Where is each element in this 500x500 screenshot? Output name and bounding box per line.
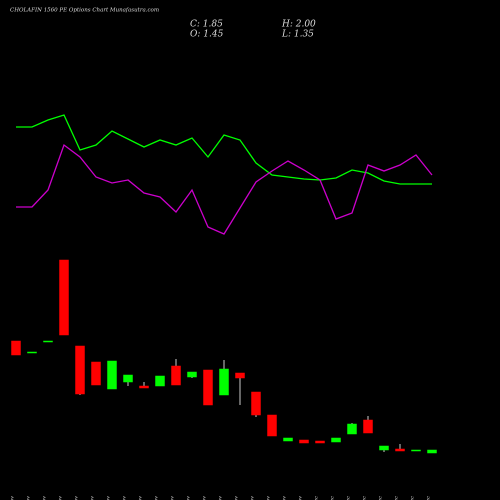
x-tick-label: 26 Nov [266,496,272,500]
candle-body [395,448,405,452]
candle-body [299,439,309,444]
candle-body [155,375,165,387]
x-tick-label: 11 Dec [426,496,432,500]
open-label: O: 1.45 [190,30,224,40]
candle-body [11,340,21,356]
high-label: H: 2.00 [281,20,316,30]
candle-body [75,345,85,395]
x-tick-label: 10 Dec [410,496,416,500]
candle-body [315,440,325,444]
x-tick-label: 18 Nov [170,496,176,500]
candle-body [139,385,149,389]
candle-body [363,419,373,434]
indicator-line [16,114,432,185]
x-tick-label: 08 Dec [378,496,384,500]
x-tick-label: 17 Nov [154,496,160,500]
x-tick-label: 03 Dec [346,496,352,500]
candle-body [123,374,133,383]
x-tick-label: 19 Nov [186,496,192,500]
x-tick-label: 04 Dec [362,496,368,500]
x-tick-label: 07 Nov [58,496,64,500]
x-tick-label: 02 Dec [330,496,336,500]
candle-body [107,360,117,390]
candle-body [251,391,261,416]
x-tick-label: 11 Nov [90,496,96,500]
candle-body [331,437,341,443]
candle-body [171,365,181,386]
x-tick-label: 12 Nov [106,496,112,500]
candle-body [411,449,421,452]
x-tick-label: 03 Nov [10,496,16,500]
candle-body [91,361,101,386]
low-label: L: 1.35 [281,30,314,40]
x-tick-label: 06 Nov [42,496,48,500]
x-tick-label: 04 Nov [26,496,32,500]
candle-body [27,351,37,354]
x-tick-label: 09 Dec [394,496,400,500]
candle-body [43,340,53,343]
x-tick-label: 21 Nov [218,496,224,500]
candle-body [187,371,197,378]
chart-title: CHOLAFIN 1560 PE Options Chart Munafasut… [10,8,159,14]
candle-body [219,368,229,396]
indicator-line [16,143,433,235]
close-label: C: 1.85 [190,20,223,30]
candle-body [267,414,277,437]
candle-body [427,449,437,454]
x-tick-label: 28 Nov [298,496,304,500]
x-tick-label: 20 Nov [202,496,208,500]
candle-body [203,369,213,406]
x-tick-label: 01 Dec [314,496,320,500]
candle-body [283,437,293,442]
candle-body [59,259,69,336]
x-tick-label: 13 Nov [122,496,128,500]
x-tick-label: 14 Nov [138,496,144,500]
candle-body [235,372,245,379]
candle-body [379,445,389,451]
candle-body [347,423,357,435]
x-tick-label: 24 Nov [234,496,240,500]
x-tick-label: 25 Nov [250,496,256,500]
x-tick-label: 10 Nov [74,496,80,500]
x-tick-label: 27 Nov [282,496,288,500]
